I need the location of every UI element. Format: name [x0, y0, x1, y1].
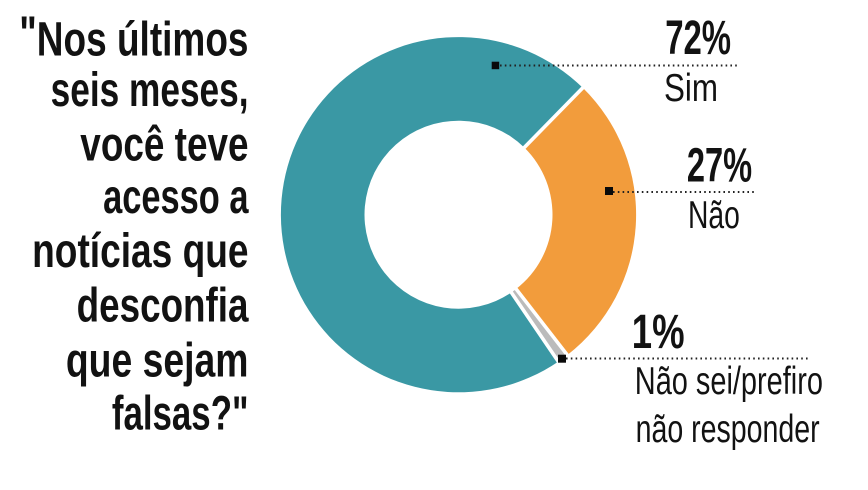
svg-text:desconfia: desconfia [77, 279, 250, 333]
svg-text:Não: Não [688, 194, 740, 238]
svg-text:falsas?": falsas?" [112, 386, 249, 440]
svg-text:1%: 1% [632, 305, 685, 359]
svg-text:Sim: Sim [664, 67, 718, 110]
svg-text:27%: 27% [687, 138, 752, 192]
svg-text:Não sei/prefiro: Não sei/prefiro [635, 360, 823, 403]
svg-text:que sejam: que sejam [66, 334, 249, 388]
svg-text:não responder: não responder [636, 408, 820, 451]
svg-text:"Nos últimos: "Nos últimos [19, 7, 248, 67]
svg-text:seis meses,: seis meses, [51, 63, 249, 117]
svg-text:acesso a: acesso a [103, 169, 249, 223]
svg-text:72%: 72% [665, 11, 731, 65]
svg-text:notícias que: notícias que [32, 224, 248, 278]
svg-text:você teve: você teve [80, 118, 248, 172]
